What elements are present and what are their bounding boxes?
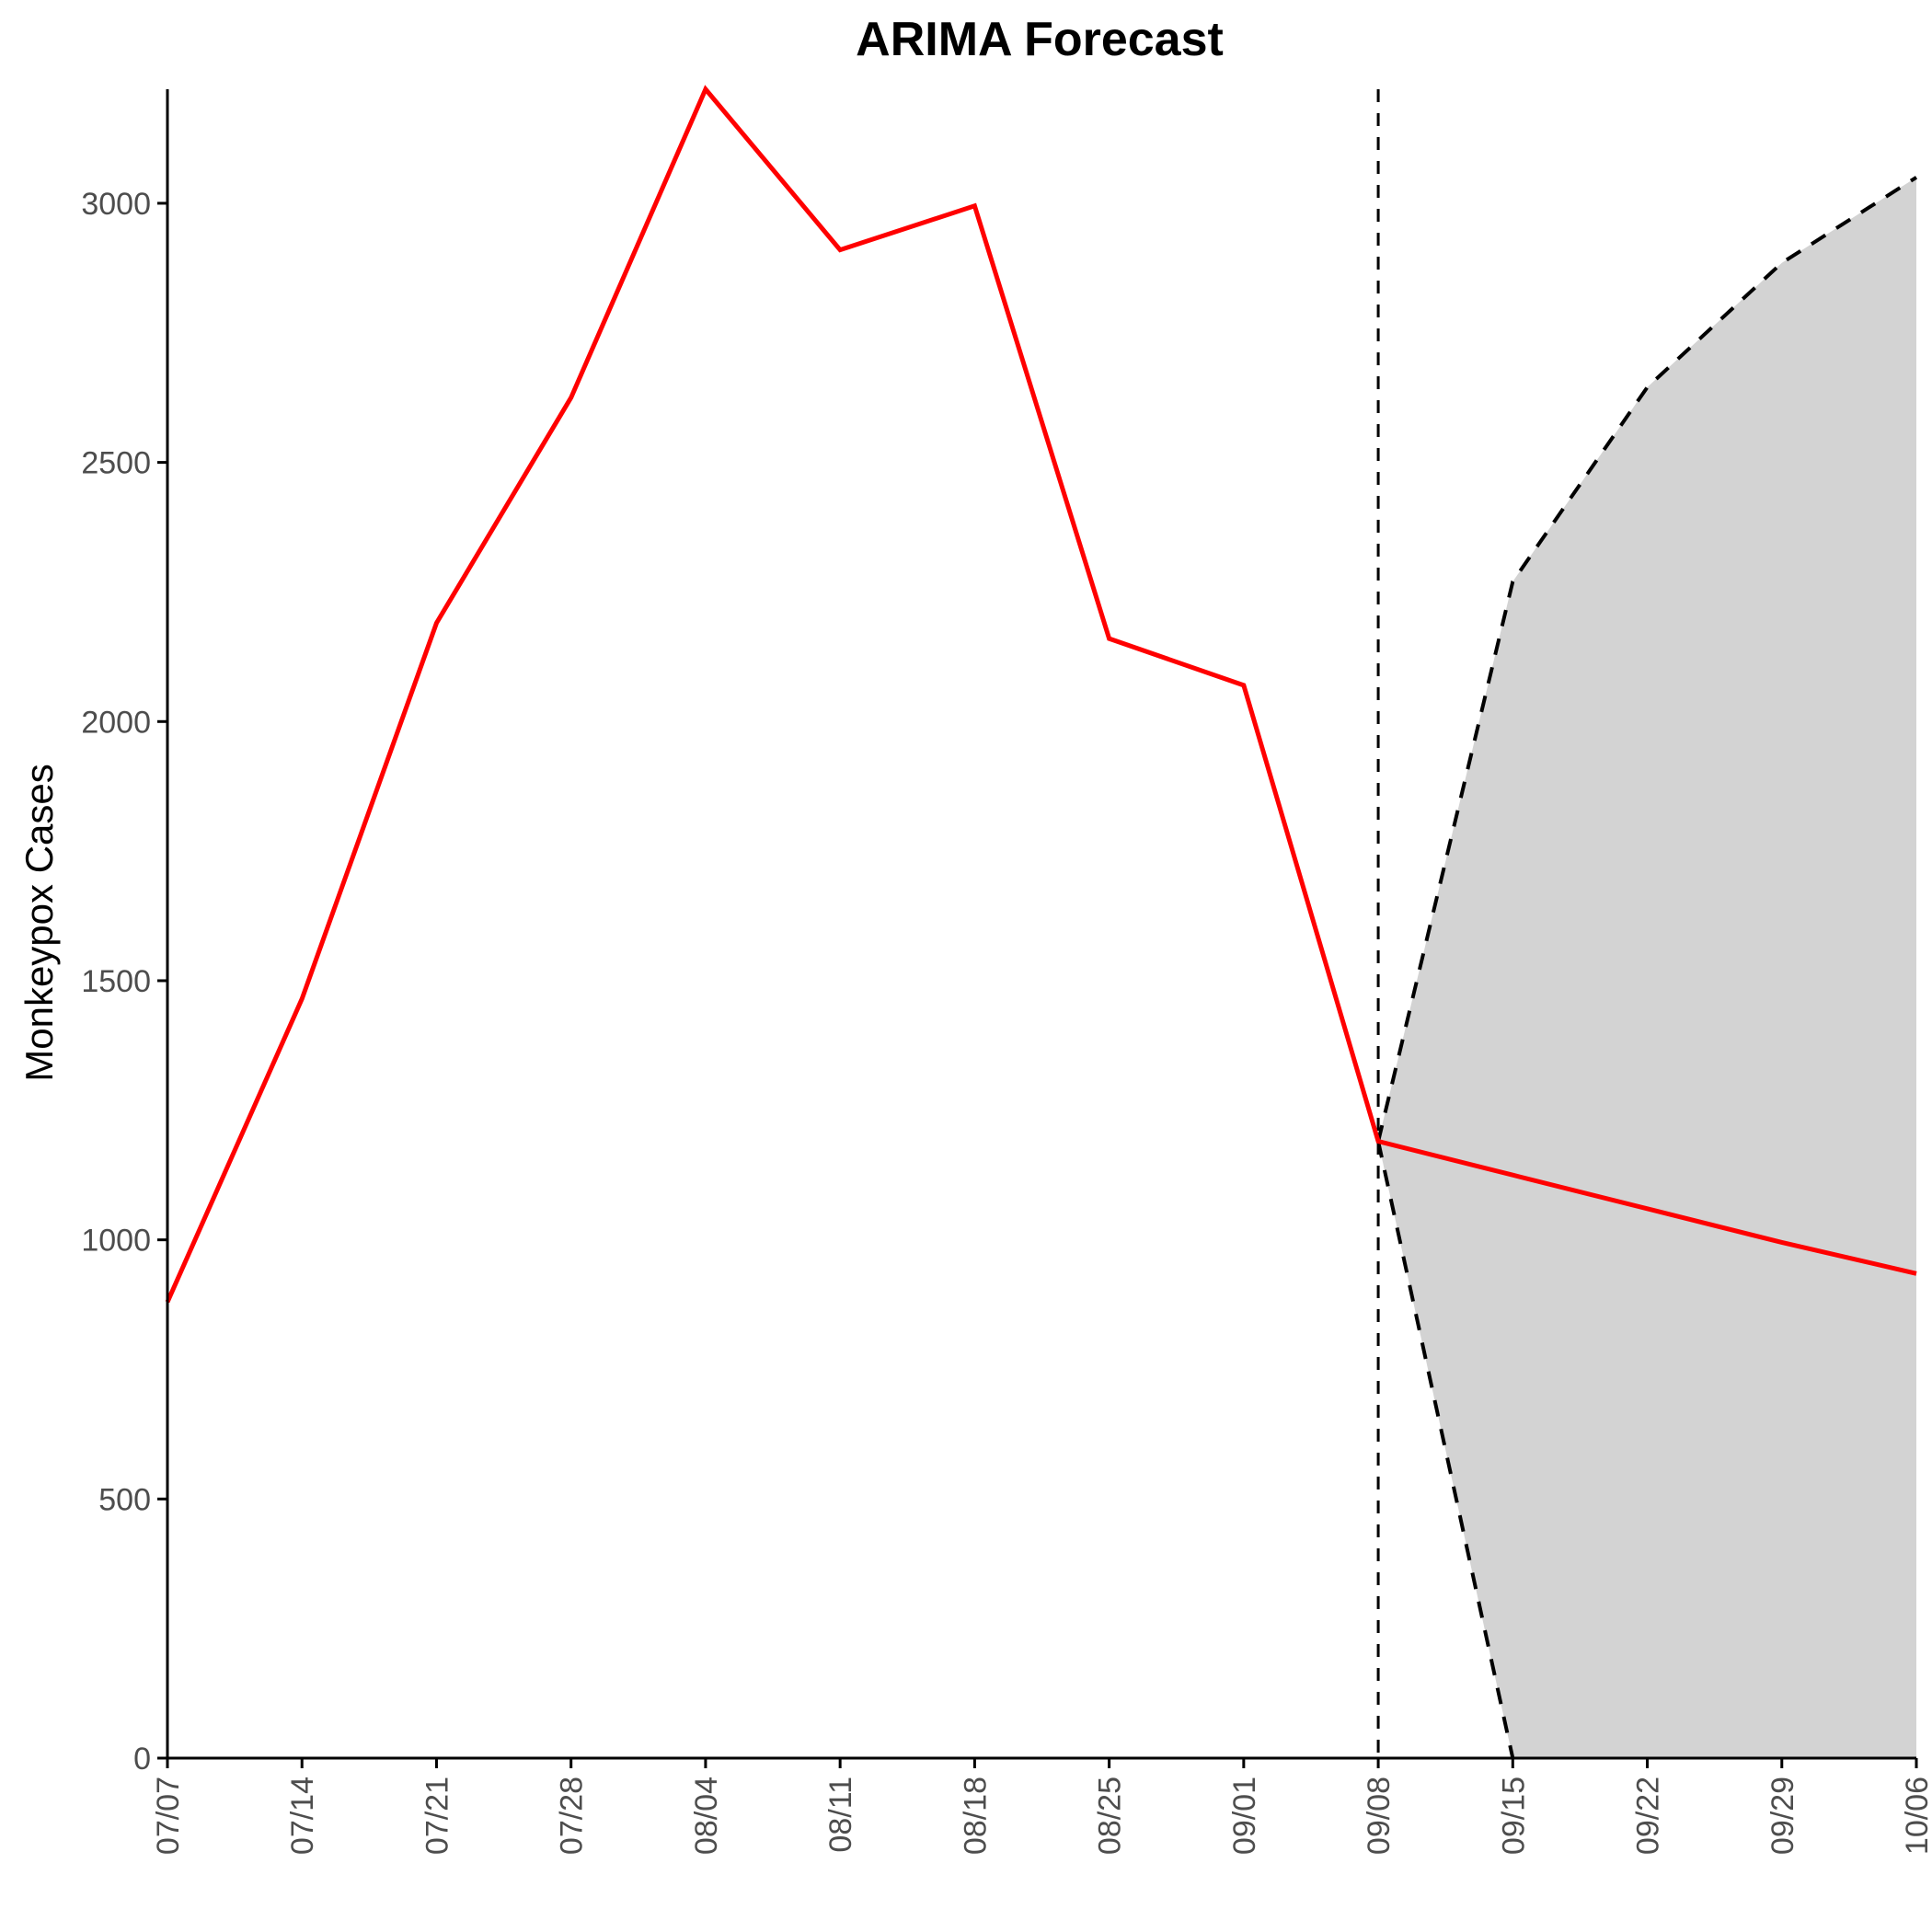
forecast-interval-band (1378, 177, 1916, 1759)
y-tick-label: 3000 (81, 187, 151, 222)
series-line (165, 85, 1917, 1304)
x-tick-label: 08/18 (958, 1777, 993, 1855)
x-tick-label: 07/14 (285, 1777, 320, 1855)
y-tick-label: 1000 (81, 1224, 151, 1259)
x-tick-label: 08/25 (1093, 1777, 1128, 1855)
x-tick-label: 10/06 (1900, 1777, 1932, 1855)
y-tick-label: 500 (98, 1482, 151, 1517)
plot-area: 0 500 1000 1500 2000 2500 3000 07/07 07/14 07/21 0… (81, 85, 1932, 1855)
x-tick-label: 08/11 (823, 1777, 858, 1853)
chart-title: ARIMA Forecast (856, 13, 1224, 66)
y-axis-label: Monkeypox Cases (17, 764, 61, 1082)
x-tick-label: 09/22 (1631, 1777, 1666, 1855)
x-tick-label: 07/21 (420, 1777, 454, 1855)
x-tick-label: 08/04 (689, 1777, 724, 1855)
y-tick-label: 0 (133, 1742, 151, 1777)
x-tick-label: 07/07 (151, 1777, 186, 1855)
x-tick-label: 09/01 (1227, 1777, 1262, 1855)
x-tick-label: 09/29 (1765, 1777, 1800, 1855)
x-tick-label: 09/15 (1496, 1777, 1531, 1855)
y-tick-label: 2000 (81, 705, 151, 740)
x-tick-label: 07/28 (555, 1777, 590, 1855)
y-tick-label: 2500 (81, 446, 151, 481)
x-tick-label: 09/08 (1362, 1777, 1397, 1855)
y-tick-label: 1500 (81, 964, 151, 999)
upper-bound-line (1376, 176, 1918, 1143)
